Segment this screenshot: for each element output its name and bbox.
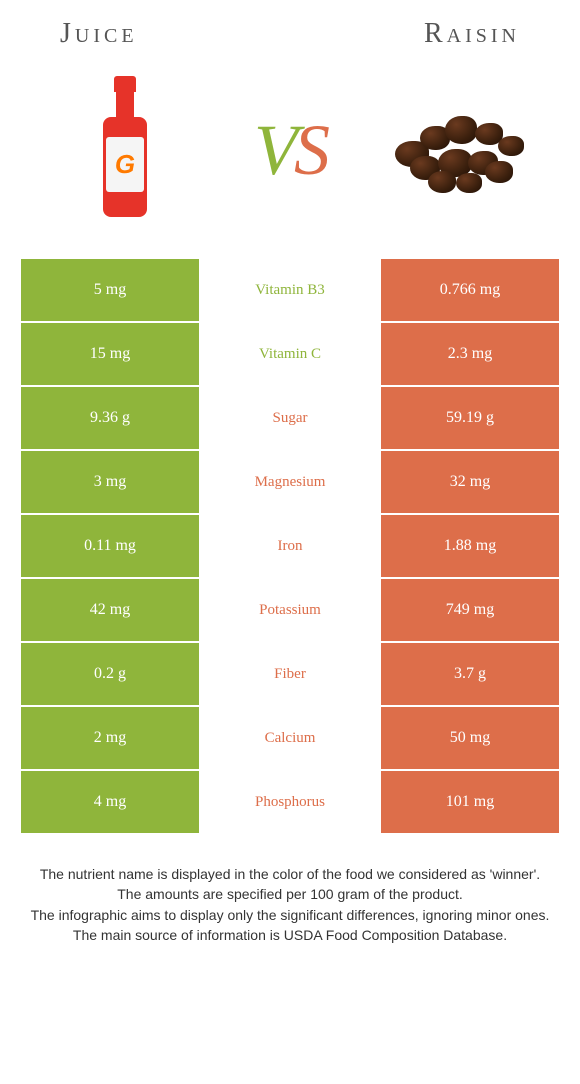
cell-nutrient-name: Calcium — [200, 706, 380, 770]
cell-juice-value: 0.2 g — [20, 642, 200, 706]
vs-s: S — [294, 110, 326, 190]
vs-label: VS — [254, 109, 326, 192]
cell-nutrient-name: Vitamin C — [200, 322, 380, 386]
cell-nutrient-name: Sugar — [200, 386, 380, 450]
footer-text: The nutrient name is displayed in the co… — [0, 834, 580, 945]
cell-raisin-value: 3.7 g — [380, 642, 560, 706]
cell-raisin-value: 1.88 mg — [380, 514, 560, 578]
table-row: 9.36 gSugar59.19 g — [20, 386, 560, 450]
cell-raisin-value: 50 mg — [380, 706, 560, 770]
raisin-icon — [485, 161, 513, 183]
cell-raisin-value: 101 mg — [380, 770, 560, 834]
cell-juice-value: 2 mg — [20, 706, 200, 770]
cell-nutrient-name: Fiber — [200, 642, 380, 706]
raisin-icon — [428, 171, 456, 193]
table-row: 15 mgVitamin C2.3 mg — [20, 322, 560, 386]
footer-line-2: The amounts are specified per 100 gram o… — [20, 884, 560, 904]
cell-nutrient-name: Potassium — [200, 578, 380, 642]
cell-raisin-value: 0.766 mg — [380, 258, 560, 322]
cell-juice-value: 42 mg — [20, 578, 200, 642]
title-right: Raisin — [424, 18, 520, 50]
cell-juice-value: 4 mg — [20, 770, 200, 834]
raisin-icon — [445, 116, 477, 144]
footer-line-4: The main source of information is USDA F… — [20, 925, 560, 945]
images-row: G VS — [0, 58, 580, 258]
table-row: 4 mgPhosphorus101 mg — [20, 770, 560, 834]
title-left: Juice — [60, 18, 138, 50]
bottle-logo: G — [115, 149, 135, 180]
cell-raisin-value: 2.3 mg — [380, 322, 560, 386]
table-row: 5 mgVitamin B30.766 mg — [20, 258, 560, 322]
header-row: Juice Raisin — [0, 0, 580, 58]
raisin-pile-icon — [380, 101, 530, 201]
cell-juice-value: 9.36 g — [20, 386, 200, 450]
footer-line-1: The nutrient name is displayed in the co… — [20, 864, 560, 884]
cell-juice-value: 0.11 mg — [20, 514, 200, 578]
table-row: 0.2 gFiber3.7 g — [20, 642, 560, 706]
table-row: 0.11 mgIron1.88 mg — [20, 514, 560, 578]
cell-juice-value: 3 mg — [20, 450, 200, 514]
cell-nutrient-name: Magnesium — [200, 450, 380, 514]
comparison-table: 5 mgVitamin B30.766 mg15 mgVitamin C2.3 … — [20, 258, 560, 834]
cell-nutrient-name: Iron — [200, 514, 380, 578]
cell-juice-value: 15 mg — [20, 322, 200, 386]
cell-raisin-value: 59.19 g — [380, 386, 560, 450]
table-row: 2 mgCalcium50 mg — [20, 706, 560, 770]
table-row: 3 mgMagnesium32 mg — [20, 450, 560, 514]
cell-nutrient-name: Phosphorus — [200, 770, 380, 834]
vs-v: V — [254, 110, 294, 190]
cell-raisin-value: 32 mg — [380, 450, 560, 514]
bottle-icon: G — [100, 76, 150, 226]
raisin-image — [380, 76, 530, 226]
table-row: 42 mgPotassium749 mg — [20, 578, 560, 642]
raisin-icon — [456, 173, 482, 193]
cell-juice-value: 5 mg — [20, 258, 200, 322]
infographic-container: Juice Raisin G VS 5 mgVitamin B30.766 mg… — [0, 0, 580, 945]
cell-nutrient-name: Vitamin B3 — [200, 258, 380, 322]
juice-image: G — [50, 76, 200, 226]
footer-line-3: The infographic aims to display only the… — [20, 905, 560, 925]
cell-raisin-value: 749 mg — [380, 578, 560, 642]
raisin-icon — [498, 136, 524, 156]
